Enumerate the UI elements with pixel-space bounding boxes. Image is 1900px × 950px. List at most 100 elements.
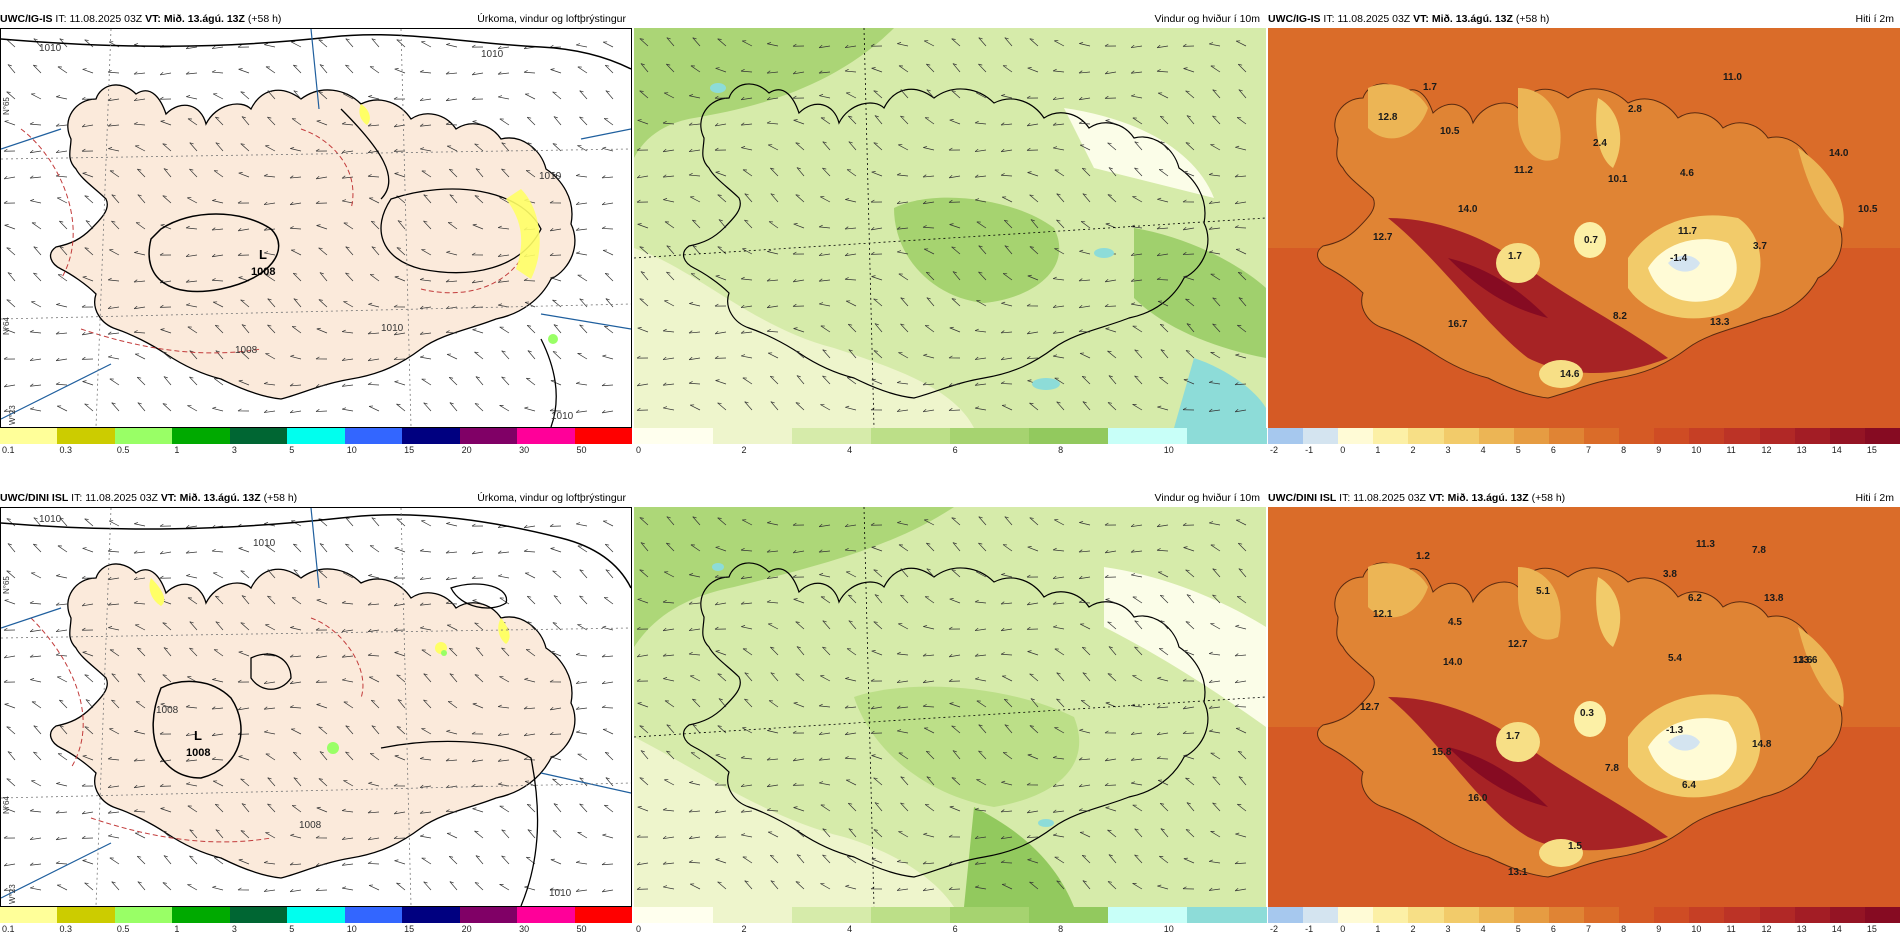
temp-label: 4.6 bbox=[1680, 168, 1694, 179]
colorbar-tick: 12 bbox=[1761, 924, 1772, 934]
colorbar-swatch bbox=[1478, 428, 1515, 444]
colorbar-tick: 8 bbox=[1058, 924, 1064, 934]
isobar-label: 1010 bbox=[39, 514, 62, 525]
temp-label: 14.0 bbox=[1458, 204, 1478, 215]
colorbar-swatch bbox=[1373, 907, 1409, 923]
temp-label: 1.7 bbox=[1508, 251, 1522, 262]
colorbar-tick: 0.3 bbox=[59, 924, 72, 934]
temp-label: 14.0 bbox=[1443, 657, 1463, 668]
colorbar-swatch bbox=[1654, 428, 1690, 444]
temp-label: 5.4 bbox=[1668, 653, 1682, 664]
temp-label: 16.0 bbox=[1468, 793, 1488, 804]
precip-map-svg: L 1008 1010 1010 1008 1008 1010 N°65 N°6… bbox=[1, 508, 631, 906]
temp-label: 11.7 bbox=[1678, 226, 1697, 237]
grid-label: W°23 bbox=[8, 405, 17, 425]
colorbar-tick: 30 bbox=[519, 445, 530, 455]
temp-label: 13.6 bbox=[1793, 655, 1813, 666]
colorbar-tick: 9 bbox=[1656, 924, 1662, 934]
temp-labels: 1.2 11.3 7.8 5.1 3.8 12.1 4.5 6.2 13.8 13.6 12.7 14… bbox=[1360, 539, 1818, 878]
colorbar-tick: 10 bbox=[346, 445, 357, 455]
colorbar-tick: 2 bbox=[741, 445, 747, 455]
colorbar-tick: 11 bbox=[1726, 445, 1736, 455]
precip-map[interactable]: L 1008 1010 1010 1008 1008 1010 N°65 N°6… bbox=[0, 507, 632, 907]
vt-value: Mið. 13.ágú. 13Z bbox=[1431, 13, 1513, 25]
colorbar-tick: 4 bbox=[1480, 445, 1486, 455]
colorbar-swatch bbox=[402, 907, 461, 923]
colorbar-tick: 20 bbox=[461, 445, 472, 455]
colorbar-swatch bbox=[1689, 907, 1725, 923]
temp-label: 10.5 bbox=[1858, 204, 1878, 215]
grid-label: N°65 bbox=[2, 97, 11, 115]
colorbar-swatch bbox=[1303, 907, 1339, 923]
panel-header: UWC/DINI ISL IT: 11.08.2025 03Z VT: Mið.… bbox=[1268, 489, 1900, 507]
temp-map-svg: 1.7 12.8 10.5 2.8 11.0 2.4 11.2 10.1 4.6 14.0 14.0… bbox=[1268, 28, 1900, 428]
colorbar-swatch bbox=[1443, 428, 1480, 444]
colorbar-swatch bbox=[1478, 907, 1515, 923]
model-name: UWC/DINI ISL bbox=[0, 492, 69, 504]
colorbar-tick: 3 bbox=[231, 924, 237, 934]
panel-header: Vindur og hviður í 10m bbox=[634, 10, 1266, 28]
lead-time: (+58 h) bbox=[1515, 13, 1550, 25]
precip-map[interactable]: L 1008 1010 1010 1010 1008 1010 1010 N°6… bbox=[0, 28, 632, 428]
colorbar-swatch bbox=[172, 428, 231, 444]
colorbar-swatch bbox=[1338, 428, 1374, 444]
temp-label: 7.8 bbox=[1605, 763, 1619, 774]
colorbar-swatch bbox=[1548, 907, 1585, 923]
colorbar-tick: -1 bbox=[1305, 924, 1314, 934]
colorbar-tick: 0.3 bbox=[59, 445, 72, 455]
temp-label: 2.8 bbox=[1628, 104, 1642, 115]
colorbar-swatch bbox=[1373, 428, 1409, 444]
colorbar-tick: 14 bbox=[1831, 924, 1842, 934]
colorbar-tick: 10 bbox=[1163, 924, 1174, 934]
temp-colorbar: -2-101234567891011121314151617 bbox=[1268, 428, 1900, 458]
precip-colorbar: 0.1 0.3 0.5 1 3 5 10 15 20 30 50 bbox=[0, 428, 633, 458]
temp-map[interactable]: 1.7 12.8 10.5 2.8 11.0 2.4 11.2 10.1 4.6 14.0 14.0… bbox=[1268, 28, 1900, 428]
panel-title: Vindur og hviður í 10m bbox=[1154, 13, 1260, 25]
wind-map[interactable] bbox=[634, 28, 1266, 428]
colorbar-tick: 1 bbox=[1375, 924, 1381, 934]
isobar-label: 1010 bbox=[481, 49, 504, 60]
colorbar-tick: 0.1 bbox=[2, 924, 15, 934]
colorbar-swatch bbox=[1187, 428, 1267, 444]
temp-label: 1.5 bbox=[1568, 841, 1582, 852]
colorbar-tick: 30 bbox=[519, 924, 530, 934]
colorbar-swatch bbox=[1619, 907, 1655, 923]
it-label: IT: bbox=[55, 13, 67, 25]
temp-label: 16.7 bbox=[1448, 319, 1468, 330]
temp-label: 13.8 bbox=[1764, 593, 1784, 604]
vt-label: VT: bbox=[160, 492, 177, 504]
model-name: UWC/DINI ISL bbox=[1268, 492, 1337, 504]
panel-title: Hiti í 2m bbox=[1855, 13, 1894, 25]
colorbar-swatch bbox=[172, 907, 231, 923]
precip-map-svg: L 1008 1010 1010 1010 1008 1010 1010 N°6… bbox=[1, 29, 631, 427]
temp-colorbar: -2-101234567891011121314151617 bbox=[1268, 907, 1900, 937]
colorbar-swatch bbox=[1829, 907, 1866, 923]
colorbar-swatch bbox=[1794, 428, 1831, 444]
panel-title: Úrkoma, vindur og loftþrýstingur bbox=[477, 492, 626, 504]
colorbar-tick: 50 bbox=[576, 445, 587, 455]
colorbar-swatch bbox=[1187, 907, 1267, 923]
precip-colorbar: 0.1 0.3 0.5 1 3 5 10 15 20 30 50 bbox=[0, 907, 633, 937]
colorbar-swatch bbox=[459, 428, 518, 444]
temp-label: 7.8 bbox=[1752, 545, 1766, 556]
isobar-label: 1008 bbox=[235, 345, 258, 356]
temp-label: 12.1 bbox=[1373, 609, 1393, 620]
colorbar-swatch bbox=[1513, 907, 1550, 923]
colorbar-tick: 0.5 bbox=[116, 924, 130, 934]
low-pressure-letter: L bbox=[259, 247, 267, 262]
temp-map-svg: 1.2 11.3 7.8 5.1 3.8 12.1 4.5 6.2 13.8 13.6 12.7 14… bbox=[1268, 507, 1900, 907]
temp-label: 14.6 bbox=[1560, 369, 1580, 380]
temp-label: 14.0 bbox=[1829, 148, 1849, 159]
colorbar-tick: 13 bbox=[1796, 924, 1807, 934]
low-pressure-value: 1008 bbox=[251, 266, 275, 278]
temp-label: 15.8 bbox=[1432, 747, 1452, 758]
temp-label: 5.1 bbox=[1536, 586, 1550, 597]
colorbar-tick: 14 bbox=[1831, 445, 1842, 455]
colorbar-swatch bbox=[1864, 907, 1900, 923]
colorbar-tick: 4 bbox=[847, 924, 853, 934]
wind-map[interactable] bbox=[634, 507, 1266, 907]
temp-label: 12.8 bbox=[1378, 112, 1398, 123]
temp-label: 1.7 bbox=[1506, 731, 1520, 742]
colorbar-swatch bbox=[0, 907, 58, 923]
temp-map[interactable]: 1.2 11.3 7.8 5.1 3.8 12.1 4.5 6.2 13.8 13.6 12.7 14… bbox=[1268, 507, 1900, 907]
